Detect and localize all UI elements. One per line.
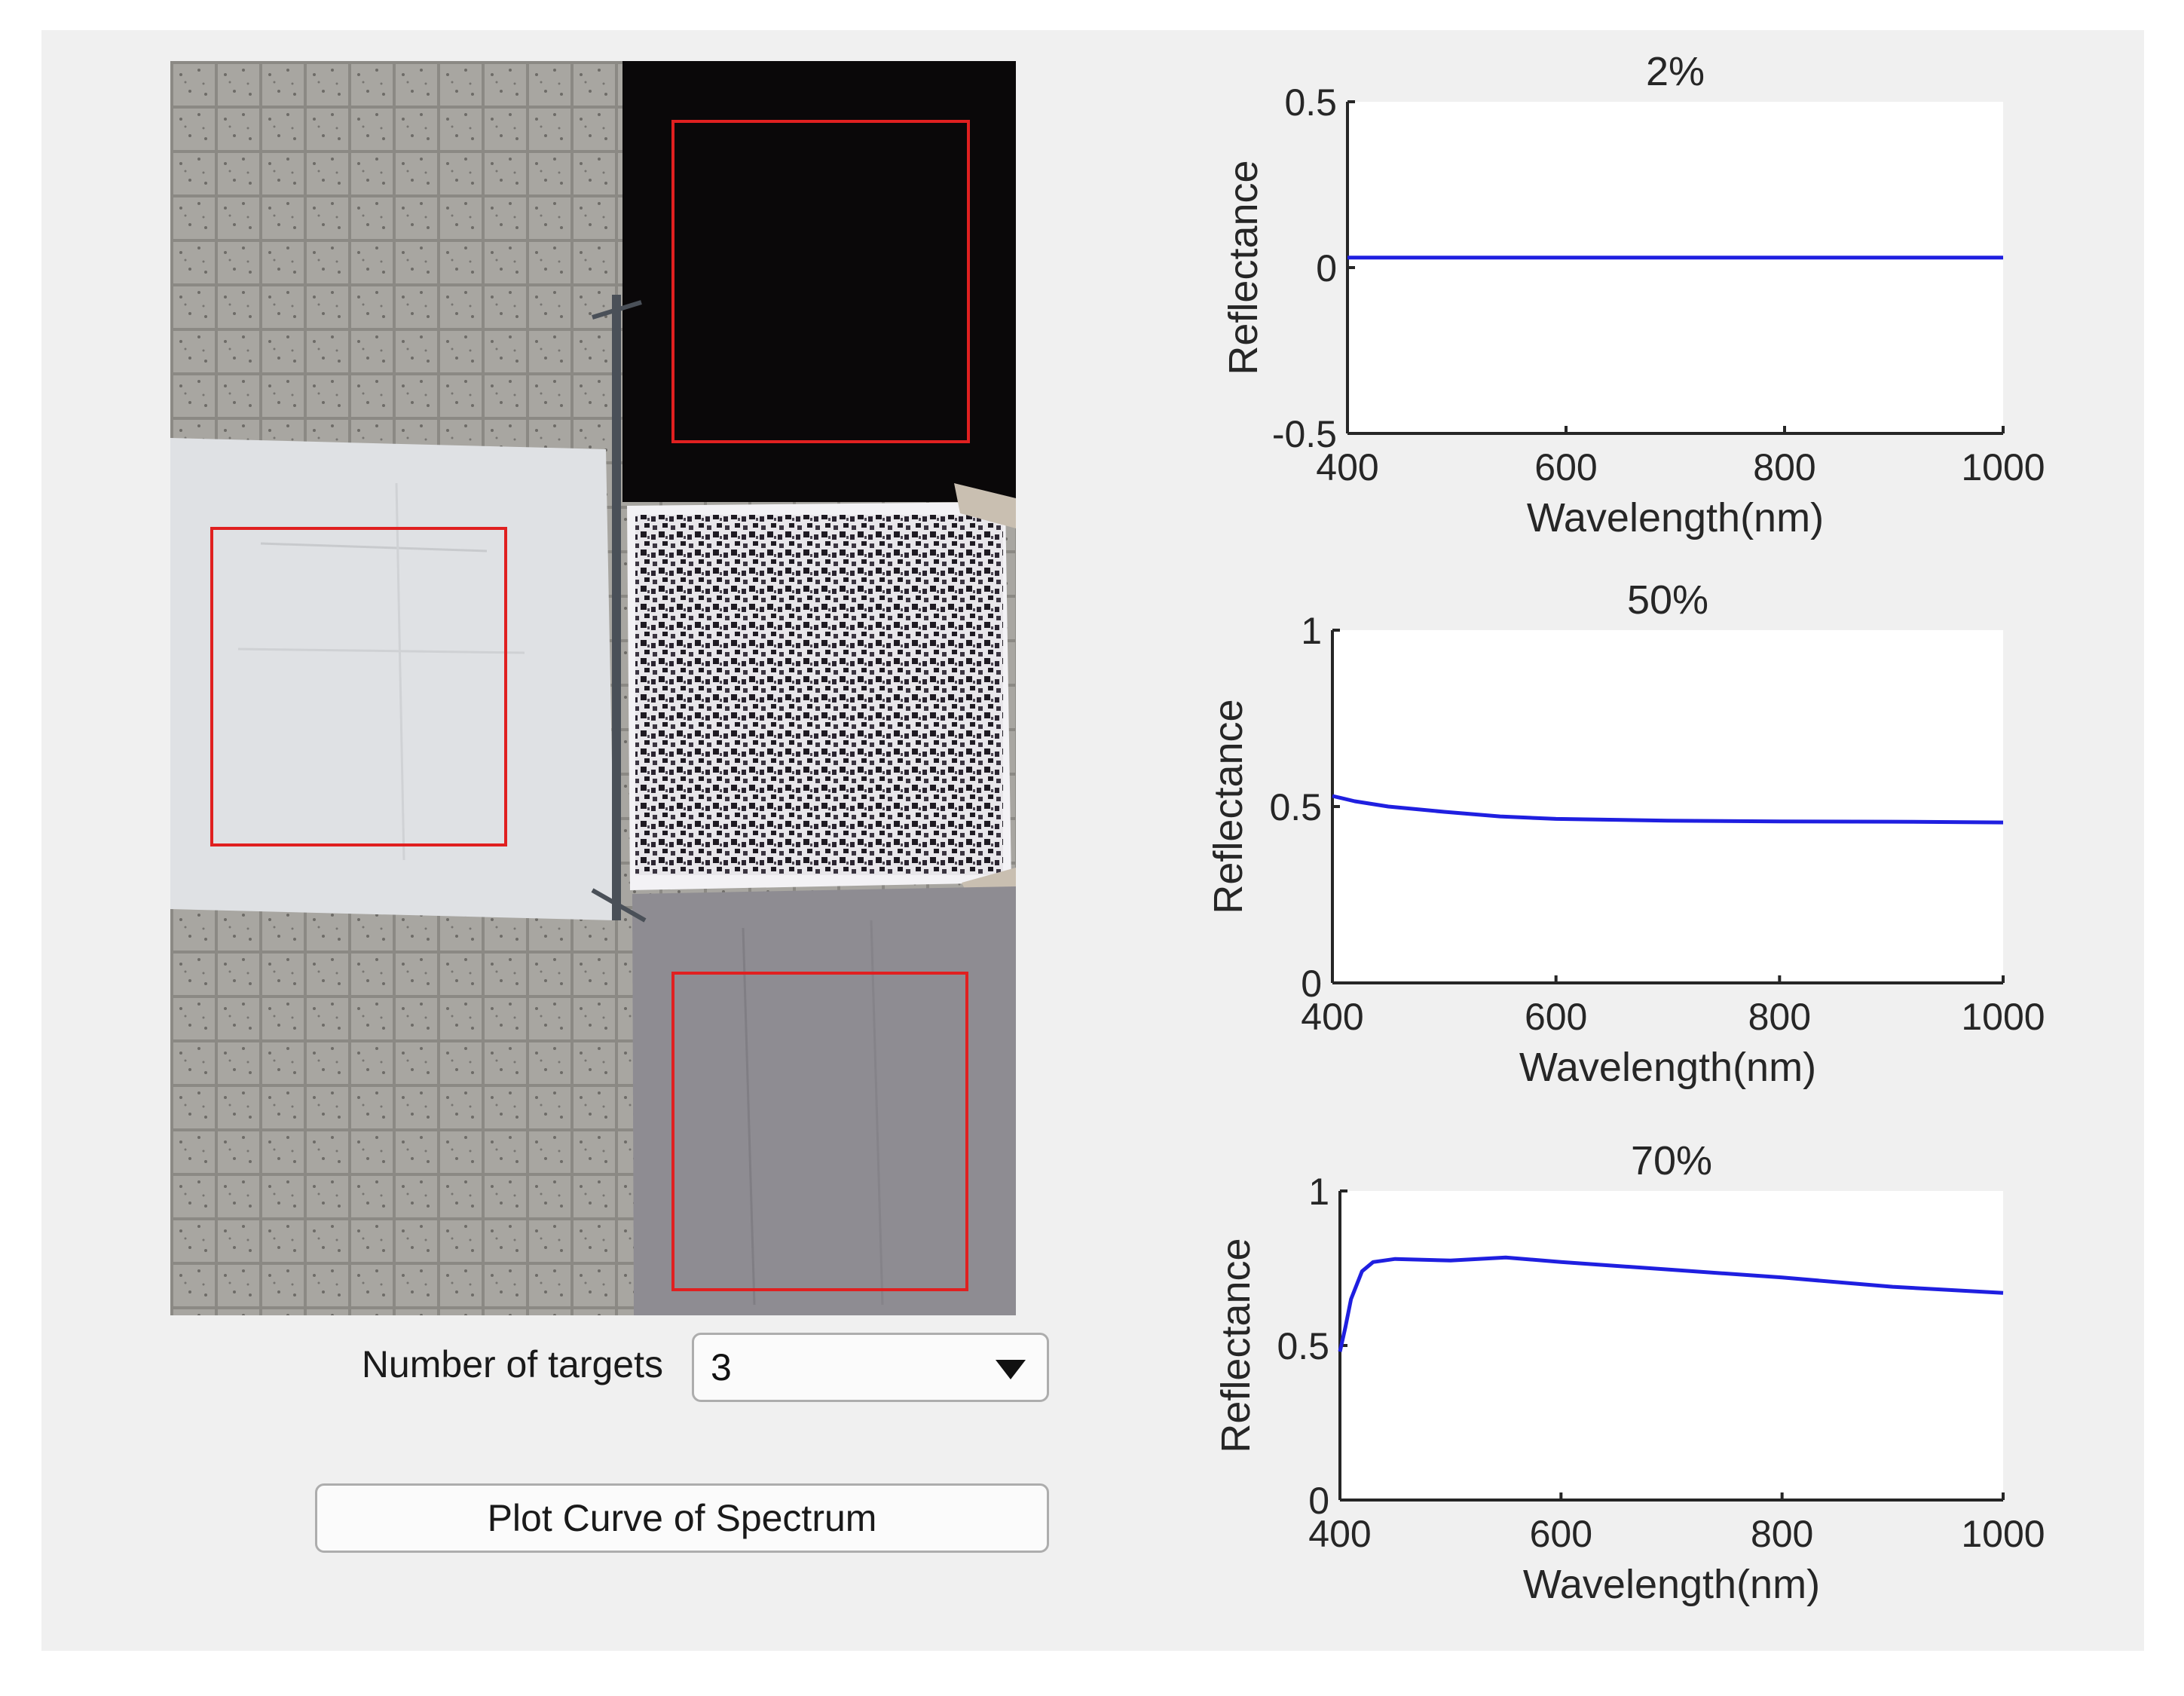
checkerboard-panel (627, 483, 1016, 905)
spectrum-line (1332, 794, 2004, 825)
metal-pole (591, 295, 647, 923)
y-tick-label: -0.5 (1272, 413, 1337, 455)
x-tick-label: 800 (1748, 996, 1811, 1038)
y-axis-label: Reflectance (1206, 699, 1251, 914)
x-tick-label: 400 (1308, 1513, 1371, 1555)
roi-box-70-percent[interactable] (671, 972, 968, 1291)
dropdown-triangle-icon (996, 1360, 1026, 1379)
white-calibration-cloth (170, 438, 615, 920)
plot-area (1340, 1191, 2003, 1500)
x-tick-label: 1000 (1961, 996, 2045, 1038)
chart-title: 70% (1631, 1138, 1712, 1183)
roi-box-2-percent[interactable] (671, 120, 970, 443)
x-tick-label: 1000 (1961, 1513, 2045, 1555)
y-tick-label: 0.5 (1284, 81, 1337, 124)
y-tick-label: 0 (1308, 1480, 1329, 1522)
y-tick-label: 0.5 (1277, 1325, 1329, 1367)
y-tick-label: 1 (1301, 610, 1322, 652)
x-tick-label: 600 (1534, 446, 1597, 488)
y-axis-label: Reflectance (1213, 1238, 1259, 1453)
plot-area (1332, 630, 2003, 983)
plot-area (1347, 102, 2003, 433)
chart-title: 2% (1646, 49, 1705, 94)
chart-3: 400 600 800 1000 1 0.5 0 70% Wavelength(nm) Refle… (1213, 1138, 2045, 1607)
x-axis-label: Wavelength(nm) (1523, 1562, 1820, 1607)
x-axis-label: Wavelength(nm) (1519, 1045, 1816, 1090)
plot-curve-of-spectrum-button[interactable]: Plot Curve of Spectrum (315, 1483, 1049, 1553)
number-of-targets-label: Number of targets (361, 1343, 663, 1385)
chart-2: 400 600 800 1000 1 0.5 0 50% Wavelength(nm) Refle… (1206, 577, 2045, 1090)
scene-image (170, 61, 1016, 1315)
x-tick-label: 400 (1316, 446, 1378, 488)
y-tick-label: 1 (1308, 1171, 1329, 1213)
grey-calibration-cloth (632, 886, 1016, 1315)
y-tick-label: 0.5 (1269, 786, 1322, 828)
y-axis-label: Reflectance (1221, 160, 1266, 375)
x-tick-label: 600 (1525, 996, 1587, 1038)
spectrum-line (1338, 1255, 2004, 1352)
x-tick-label: 800 (1751, 1513, 1813, 1555)
number-of-targets-value: 3 (711, 1346, 732, 1388)
x-tick-label: 800 (1753, 446, 1815, 488)
x-tick-label: 1000 (1961, 446, 2045, 488)
x-tick-label: 400 (1301, 996, 1363, 1038)
x-axis-label: Wavelength(nm) (1527, 495, 1824, 540)
number-of-targets-dropdown[interactable]: 3 (692, 1333, 1049, 1402)
chart-1: 400 600 800 1000 0.5 0 -0.5 2% Wavelength(nm) Ref… (1221, 49, 2045, 540)
chart-title: 50% (1627, 577, 1708, 623)
y-tick-label: 0 (1301, 963, 1322, 1005)
x-tick-label: 600 (1530, 1513, 1592, 1555)
y-tick-label: 0 (1316, 247, 1337, 289)
roi-box-50-percent[interactable] (210, 527, 507, 846)
dark-calibration-panel (622, 61, 1016, 502)
